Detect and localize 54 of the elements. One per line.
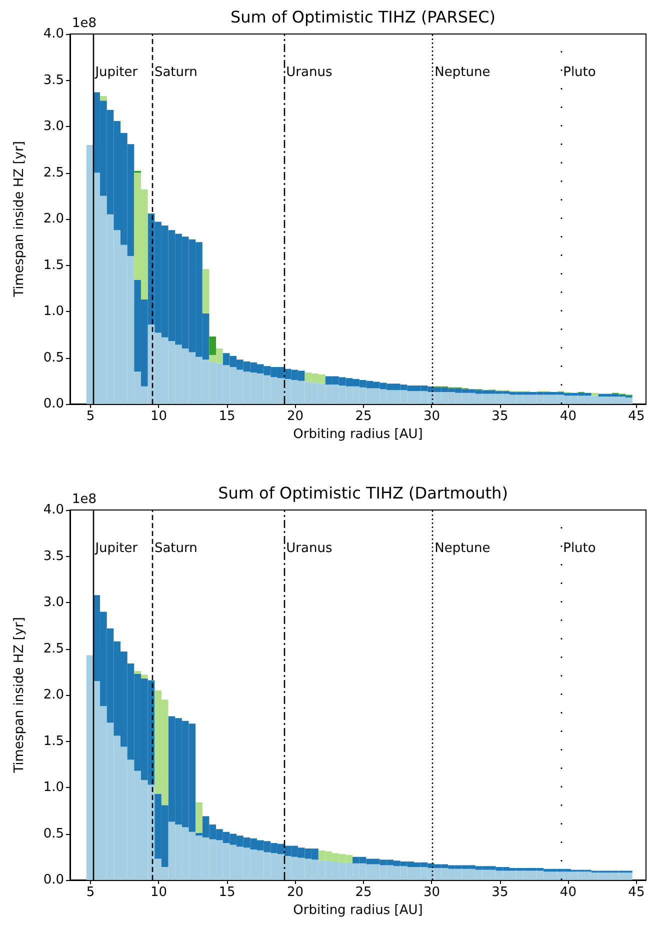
y-tick-label: 2.0 bbox=[43, 212, 64, 226]
ref-line-label: Uranus bbox=[286, 65, 332, 80]
ref-line-label: Saturn bbox=[154, 65, 198, 80]
x-tick-label: 40 bbox=[560, 885, 576, 900]
x-tick-label: 35 bbox=[492, 885, 508, 900]
x-tick-label: 5 bbox=[86, 409, 95, 424]
x-tick-label: 25 bbox=[355, 409, 372, 424]
y-tick-label: 1.0 bbox=[43, 304, 64, 319]
x-tick-label: 15 bbox=[218, 885, 236, 900]
x-tick-label: 10 bbox=[150, 409, 167, 424]
text: 1e8 bbox=[72, 16, 97, 31]
x-tick-label: 35 bbox=[492, 409, 508, 424]
y-tick-label: 3.0 bbox=[43, 119, 64, 134]
x-tick-label: 30 bbox=[423, 885, 440, 900]
ref-line-label: Pluto bbox=[563, 541, 596, 556]
x-tick-label: 45 bbox=[628, 409, 645, 424]
x-tick-label: 30 bbox=[423, 409, 440, 424]
text: 1e8 bbox=[72, 492, 97, 507]
y-tick-label: 1.0 bbox=[43, 780, 64, 795]
ref-line-label: Saturn bbox=[154, 541, 198, 556]
ref-line-label: Neptune bbox=[434, 65, 490, 80]
ref-line-label: Jupiter bbox=[94, 65, 138, 80]
x-tick-label: 5 bbox=[86, 885, 95, 900]
y-tick-label: 2.0 bbox=[43, 688, 64, 702]
x-tick-label: 40 bbox=[560, 409, 576, 424]
y-tick-label: 0.0 bbox=[43, 872, 64, 888]
y-tick-label: 0.0 bbox=[43, 396, 64, 412]
y-tick-label: 4.0 bbox=[43, 502, 64, 518]
y-axis-title: Timespan inside HZ [yr] bbox=[12, 617, 27, 774]
y-tick-label: 0.5 bbox=[43, 350, 64, 366]
y-tick-label: 1.5 bbox=[43, 258, 64, 273]
y-tick-label: 3.5 bbox=[43, 72, 64, 88]
x-tick-label: 20 bbox=[286, 409, 304, 424]
x-axis-title: Orbiting radius [AU] bbox=[293, 903, 423, 918]
y-tick-label: 2.5 bbox=[43, 641, 64, 656]
x-tick-label: 20 bbox=[286, 885, 304, 900]
x-tick-label: 45 bbox=[628, 885, 645, 900]
y-tick-label: 1.5 bbox=[43, 734, 64, 749]
y-tick-label: 2.5 bbox=[43, 165, 64, 180]
x-tick-label: 10 bbox=[150, 885, 167, 900]
y-tick-label: 0.5 bbox=[43, 826, 64, 842]
x-axis-title: Orbiting radius [AU] bbox=[293, 427, 423, 442]
ref-line-label: Neptune bbox=[434, 541, 490, 556]
ref-line-label: Uranus bbox=[286, 541, 332, 556]
ref-line-label: Pluto bbox=[563, 65, 596, 80]
y-axis-title: Timespan inside HZ [yr] bbox=[12, 141, 27, 298]
chart-title: Sum of Optimistic TIHZ (Dartmouth) bbox=[218, 484, 508, 502]
chart-title: Sum of Optimistic TIHZ (PARSEC) bbox=[230, 8, 496, 26]
y-tick-label: 4.0 bbox=[43, 26, 64, 42]
x-tick-label: 25 bbox=[355, 885, 372, 900]
y-tick-label: 3.0 bbox=[43, 595, 64, 610]
y-tick-label: 3.5 bbox=[43, 548, 64, 564]
x-tick-label: 15 bbox=[218, 409, 236, 424]
ref-line-label: Jupiter bbox=[94, 541, 138, 556]
